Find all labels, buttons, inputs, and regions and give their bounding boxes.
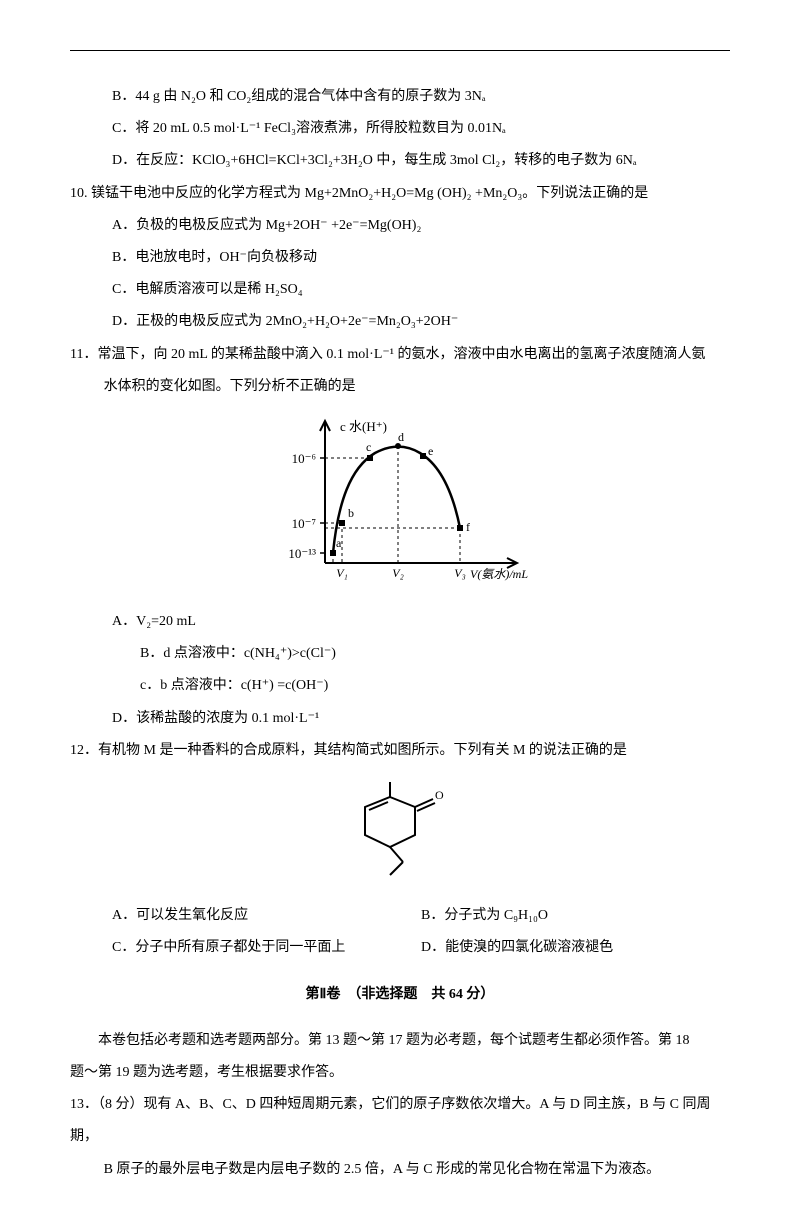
svg-text:f: f <box>466 520 470 534</box>
svg-text:V₂: V₂ <box>392 566 404 580</box>
q12-row1: A．可以发生氧化反应 B．分子式为 C₉H₁₀O <box>70 900 730 932</box>
q9-option-d: D．在反应：KClO₃+6HCl=KCl+3Cl₂+3H₂O 中，每生成 3mo… <box>70 145 730 177</box>
q12-option-d: D．能使溴的四氯化碳溶液褪色 <box>421 932 730 964</box>
svg-text:V₃: V₃ <box>454 566 466 580</box>
exam-page: B．44 g 由 N₂O 和 CO₂组成的混合气体中含有的原子数为 3Nₐ C．… <box>0 0 800 1226</box>
q11-option-c: c．b 点溶液中：c(H⁺) =c(OH⁻) <box>70 670 730 702</box>
svg-text:10⁻¹³: 10⁻¹³ <box>288 546 316 561</box>
q10-option-b: B．电池放电时，OH⁻向负极移动 <box>70 242 730 274</box>
q12-molecule-wrap: O <box>70 777 730 890</box>
part2-intro-1: 本卷包括必考题和选考题两部分。第 13 题～第 17 题为必考题，每个试题考生都… <box>70 1025 730 1057</box>
svg-text:d: d <box>398 430 404 444</box>
q9-option-c: C．将 20 mL 0.5 mol·L⁻¹ FeCl₃溶液煮沸，所得胶粒数目为 … <box>70 113 730 145</box>
svg-text:10⁻⁷: 10⁻⁷ <box>292 516 316 531</box>
q11-option-b: B．d 点溶液中：c(NH₄⁺)>c(Cl⁻) <box>70 638 730 670</box>
q9-option-b: B．44 g 由 N₂O 和 CO₂组成的混合气体中含有的原子数为 3Nₐ <box>70 81 730 113</box>
q11-chart: 10⁻⁶ 10⁻⁷ 10⁻¹³ <box>270 413 530 583</box>
q10-option-d: D．正极的电极反应式为 2MnO₂+H₂O+2e⁻=Mn₂O₃+2OH⁻ <box>70 306 730 338</box>
q12-molecule: O <box>355 777 445 877</box>
q12-stem: 12．有机物 M 是一种香料的合成原料，其结构简式如图所示。下列有关 M 的说法… <box>70 735 730 767</box>
q10-stem: 10. 镁锰干电池中反应的化学方程式为 Mg+2MnO₂+H₂O=Mg (OH)… <box>70 178 730 210</box>
q10-option-c: C．电解质溶液可以是稀 H₂SO₄ <box>70 274 730 306</box>
q11-chart-wrap: 10⁻⁶ 10⁻⁷ 10⁻¹³ <box>70 413 730 596</box>
svg-text:V(氨水)/mL: V(氨水)/mL <box>470 567 528 581</box>
svg-text:b: b <box>348 506 354 520</box>
svg-text:a: a <box>336 536 342 550</box>
top-rule <box>70 50 730 51</box>
svg-text:c: c <box>366 440 371 454</box>
q13-line-1: 13．（8 分）现有 A、B、C、D 四种短周期元素，它们的原子序数依次增大。A… <box>70 1089 730 1153</box>
q12-option-c: C．分子中所有原子都处于同一平面上 <box>112 932 421 964</box>
svg-text:V₁: V₁ <box>336 566 348 580</box>
q12-option-b: B．分子式为 C₉H₁₀O <box>421 900 730 932</box>
q11-option-a: A．V₂=20 mL <box>70 606 730 638</box>
q12-option-a: A．可以发生氧化反应 <box>112 900 421 932</box>
svg-text:e: e <box>428 444 433 458</box>
svg-text:c 水(H⁺): c 水(H⁺) <box>340 419 387 434</box>
q13-line-2: B 原子的最外层电子数是内层电子数的 2.5 倍，A 与 C 形成的常见化合物在… <box>70 1154 730 1186</box>
q11-stem-1: 11．常温下，向 20 mL 的某稀盐酸中滴入 0.1 mol·L⁻¹ 的氨水，… <box>70 339 730 371</box>
svg-text:O: O <box>435 788 444 802</box>
part2-title: 第Ⅱ卷 （非选择题 共 64 分） <box>70 979 730 1011</box>
q11-stem-2: 水体积的变化如图。下列分析不正确的是 <box>70 371 730 403</box>
q12-row2: C．分子中所有原子都处于同一平面上 D．能使溴的四氯化碳溶液褪色 <box>70 932 730 964</box>
q11-option-d: D．该稀盐酸的浓度为 0.1 mol·L⁻¹ <box>70 703 730 735</box>
q10-option-a: A．负极的电极反应式为 Mg+2OH⁻ +2e⁻=Mg(OH)₂ <box>70 210 730 242</box>
svg-text:10⁻⁶: 10⁻⁶ <box>292 451 316 466</box>
part2-intro-2: 题～第 19 题为选考题，考生根据要求作答。 <box>70 1057 730 1089</box>
